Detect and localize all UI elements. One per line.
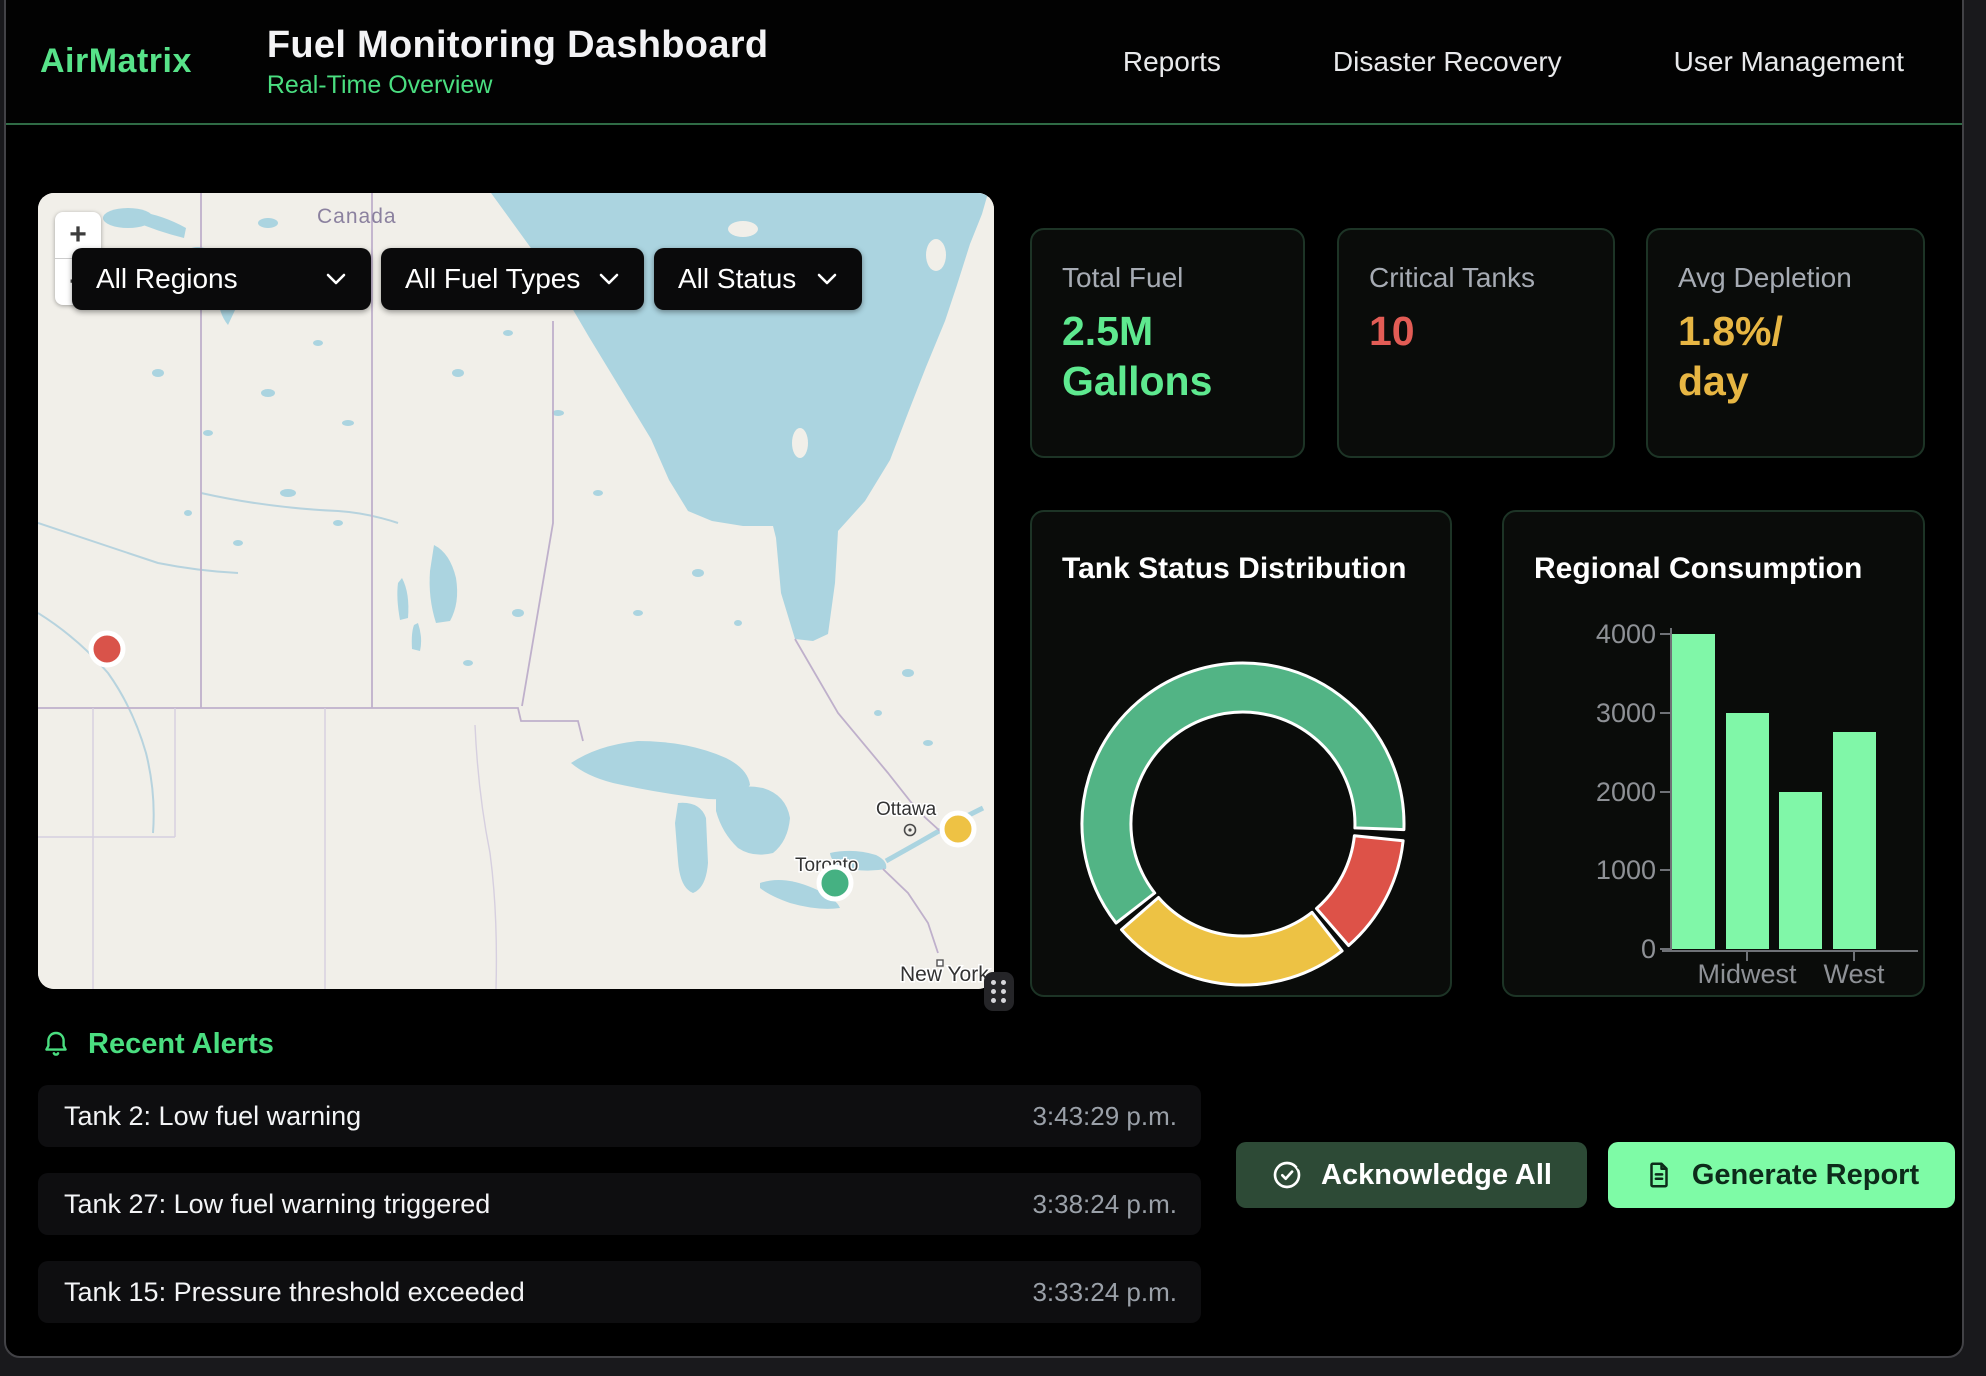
map-island	[728, 221, 758, 237]
chevron-down-icon	[816, 272, 838, 286]
check-circle-icon	[1273, 1161, 1302, 1189]
map-label-new-york: New York	[900, 963, 989, 986]
map-island	[926, 239, 946, 271]
alerts-header: Recent Alerts	[40, 1028, 274, 1061]
region-filter-dropdown[interactable]: All Regions	[72, 248, 371, 310]
x-axis-line	[1662, 950, 1918, 952]
y-tick-mark	[1660, 948, 1670, 950]
ottawa-city-symbol	[903, 823, 917, 837]
fuel-type-filter-value: All Fuel Types	[405, 263, 581, 294]
stat-card-avg-depletion: Avg Depletion 1.8%/day	[1646, 228, 1925, 458]
chart-title: Tank Status Distribution	[1062, 552, 1407, 585]
y-tick-mark	[1660, 790, 1670, 793]
bell-icon	[45, 1031, 67, 1056]
map-great-lakes	[571, 741, 887, 909]
map-marker-layer	[88, 630, 977, 902]
alert-message: Tank 27: Low fuel warning triggered	[64, 1188, 491, 1219]
map-label-canada: Canada	[317, 205, 397, 228]
stat-value: 10	[1369, 308, 1415, 354]
alert-row: Tank 15: Pressure threshold exceeded 3:3…	[38, 1261, 1201, 1323]
x-tick-mark	[1746, 952, 1748, 961]
nav-item-reports[interactable]: Reports	[1122, 45, 1221, 77]
x-tick-label: Midwest	[1697, 959, 1797, 989]
alert-timestamp: 3:43:29 p.m.	[1032, 1100, 1177, 1131]
bar-Midwest	[1725, 712, 1769, 949]
status-filter-value: All Status	[678, 263, 797, 294]
map-resize-handle[interactable]	[984, 972, 1014, 1011]
ottawa-city-dot	[908, 828, 912, 832]
chart-title: Regional Consumption	[1534, 552, 1863, 585]
stat-card-critical-tanks: Critical Tanks 10	[1337, 228, 1615, 458]
y-tick-mark	[1660, 869, 1670, 872]
drag-dots-icon	[991, 979, 1007, 1004]
x-tick-label: West	[1823, 959, 1885, 989]
stat-label: Avg Depletion	[1678, 262, 1852, 293]
alert-message: Tank 2: Low fuel warning	[64, 1100, 362, 1131]
acknowledge-all-label: Acknowledge All	[1321, 1158, 1552, 1191]
stat-card-total-fuel: Total Fuel 2.5M Gallons	[1030, 228, 1305, 458]
map-filter-bar: All Regions All Fuel Types All Status	[72, 248, 862, 310]
y-tick-label: 3000	[1595, 697, 1656, 728]
chevron-down-icon	[598, 272, 620, 286]
region-filter-value: All Regions	[96, 263, 238, 294]
map-label-ottawa: Ottawa	[876, 799, 937, 820]
fuel-type-filter-dropdown[interactable]: All Fuel Types	[381, 248, 644, 310]
map-marker-normal[interactable]	[816, 864, 854, 902]
donut-segment-critical	[1315, 834, 1405, 947]
zoom-in-button[interactable]: +	[69, 218, 87, 251]
nav-item-user-management[interactable]: User Management	[1673, 45, 1904, 77]
alert-row: Tank 2: Low fuel warning 3:43:29 p.m.	[38, 1085, 1201, 1147]
chevron-down-icon	[325, 272, 347, 286]
regional-consumption-chart-card: Regional Consumption 0 1000 2000 3000 4000 Mi…	[1502, 510, 1925, 997]
tank-status-chart-card: Tank Status Distribution	[1030, 510, 1452, 997]
status-filter-dropdown[interactable]: All Status	[654, 248, 862, 310]
y-tick-mark	[1660, 633, 1670, 635]
title-block: Fuel Monitoring Dashboard Real-Time Over…	[267, 24, 768, 100]
header: AirMatrix Fuel Monitoring Dashboard Real…	[6, 0, 1962, 125]
page-subtitle: Real-Time Overview	[266, 70, 493, 99]
brand-logo: AirMatrix	[40, 42, 192, 80]
y-tick-label: 0	[1640, 934, 1656, 964]
stat-label: Total Fuel	[1062, 262, 1184, 293]
x-tick-mark	[1853, 952, 1855, 961]
map-rivers	[38, 492, 399, 834]
bar-col-3	[1779, 791, 1822, 949]
map-marker-critical[interactable]	[88, 630, 126, 668]
map-island	[792, 428, 808, 458]
map-canvas[interactable]: Canada Ottawa Toronto New York	[38, 193, 994, 989]
map-panel[interactable]: Canada Ottawa Toronto New York + − All R…	[38, 193, 994, 989]
generate-report-label: Generate Report	[1691, 1158, 1920, 1191]
stat-value: 1.8%/day	[1678, 308, 1783, 405]
nav-item-disaster-recovery[interactable]: Disaster Recovery	[1332, 45, 1562, 77]
alert-row: Tank 27: Low fuel warning triggered 3:38…	[38, 1173, 1201, 1235]
y-tick-label: 2000	[1595, 776, 1656, 807]
y-tick-label: 1000	[1595, 855, 1656, 886]
regional-consumption-bar-chart: 0 1000 2000 3000 4000 Midwest West	[1504, 512, 1927, 999]
donut-segment-normal	[1080, 661, 1406, 925]
page-title: Fuel Monitoring Dashboard	[266, 23, 769, 66]
bar-col-1	[1672, 634, 1715, 949]
map-marker-warning[interactable]	[939, 810, 977, 848]
report-document-icon	[1650, 1162, 1668, 1188]
alerts-title: Recent Alerts	[88, 1028, 274, 1060]
bar-West	[1832, 732, 1876, 949]
y-axis-line	[1670, 628, 1672, 952]
generate-report-button[interactable]: Generate Report	[1608, 1142, 1955, 1208]
main-nav: Reports Disaster Recovery User Managemen…	[1123, 46, 1962, 78]
y-tick-label: 4000	[1595, 619, 1656, 649]
alert-message: Tank 15: Pressure threshold exceeded	[64, 1276, 525, 1307]
stat-value: 2.5M Gallons	[1062, 308, 1213, 405]
tank-status-donut-chart	[1080, 661, 1406, 987]
window-bottom-strip	[0, 1360, 1986, 1376]
y-tick-mark	[1660, 711, 1670, 714]
acknowledge-all-button[interactable]: Acknowledge All	[1236, 1142, 1587, 1208]
alert-timestamp: 3:33:24 p.m.	[1032, 1276, 1177, 1307]
map-state-borders	[38, 708, 498, 989]
donut-segment-warning	[1120, 896, 1344, 987]
stat-label: Critical Tanks	[1369, 262, 1535, 293]
alert-timestamp: 3:38:24 p.m.	[1032, 1188, 1177, 1219]
new-york-city-symbol	[936, 959, 944, 967]
